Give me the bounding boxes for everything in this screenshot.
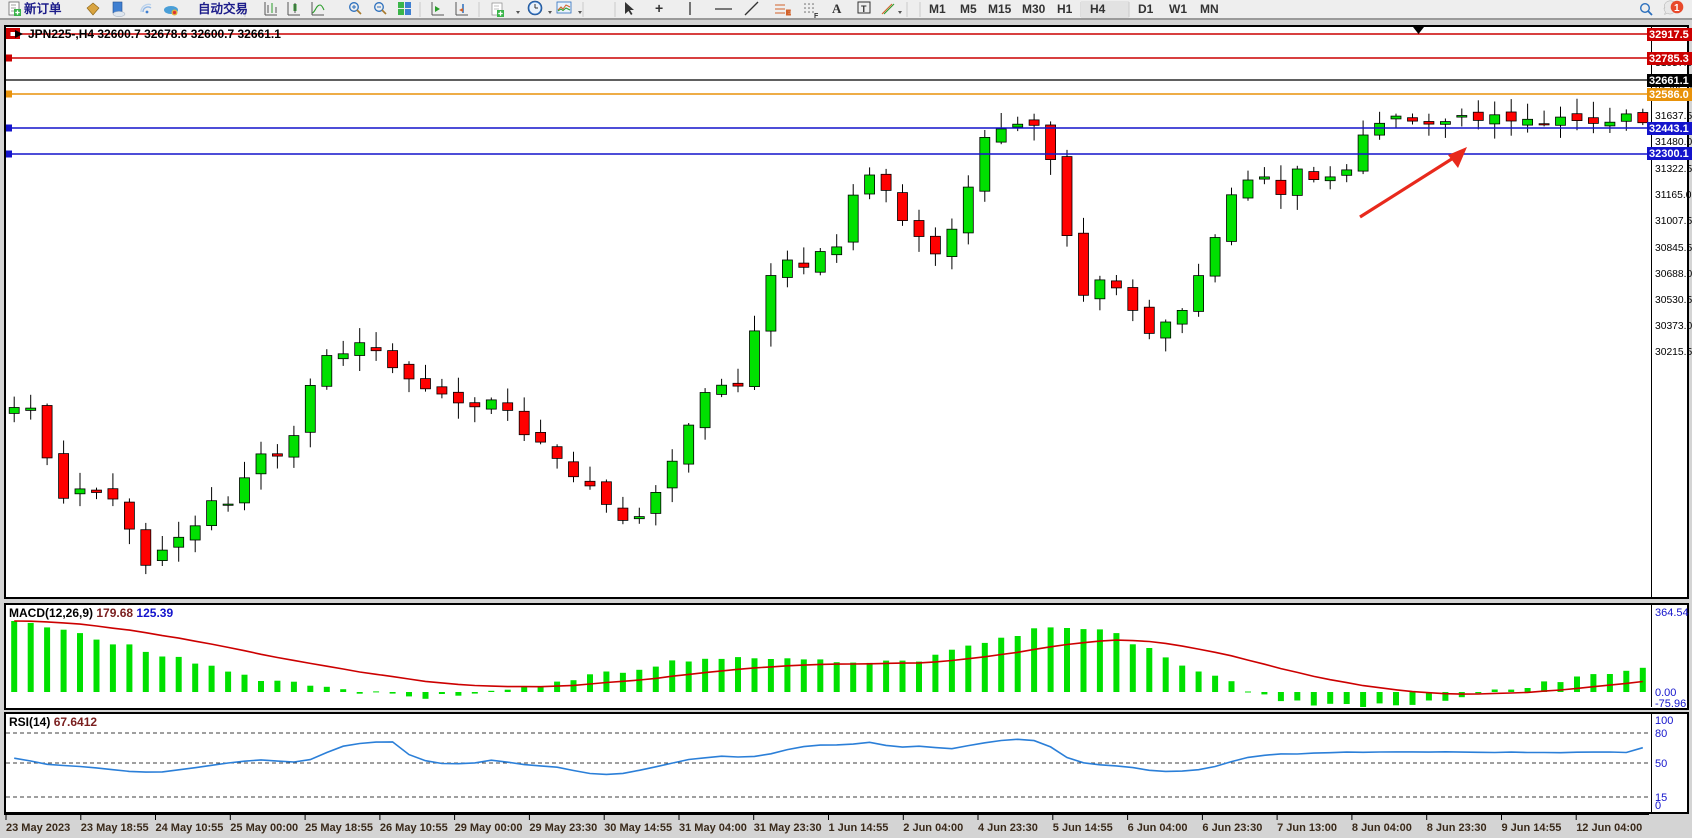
svg-text:H1: H1 (1057, 2, 1073, 16)
svg-text:25 May 18:55: 25 May 18:55 (305, 822, 373, 834)
svg-text:30373.0: 30373.0 (1655, 321, 1692, 332)
svg-text:JPN225-,H4 32600.7 32678.6 32: JPN225-,H4 32600.7 32678.6 32600.7 32661… (28, 27, 281, 41)
svg-text:29 May 23:30: 29 May 23:30 (529, 822, 597, 834)
svg-text:7 Jun 13:00: 7 Jun 13:00 (1277, 822, 1337, 834)
svg-text:1: 1 (1674, 3, 1680, 14)
svg-text:MN: MN (1200, 2, 1219, 16)
svg-text:D1: D1 (1138, 2, 1154, 16)
svg-text:30688.0: 30688.0 (1655, 269, 1692, 280)
svg-text:32586.0: 32586.0 (1649, 89, 1689, 101)
svg-text:+: + (655, 0, 663, 16)
svg-text:32661.1: 32661.1 (1649, 75, 1689, 87)
svg-text:M15: M15 (988, 2, 1012, 16)
svg-text:T: T (861, 4, 867, 14)
svg-text:A: A (832, 1, 842, 16)
svg-text:5 Jun 14:55: 5 Jun 14:55 (1053, 822, 1113, 834)
svg-text:6 Jun 04:00: 6 Jun 04:00 (1128, 822, 1188, 834)
svg-text:M5: M5 (960, 2, 977, 16)
svg-text:自动交易: 自动交易 (198, 1, 248, 16)
svg-text:31 May 23:30: 31 May 23:30 (754, 822, 822, 834)
svg-text:23 May 18:55: 23 May 18:55 (81, 822, 149, 834)
svg-text:2 Jun 04:00: 2 Jun 04:00 (903, 822, 963, 834)
svg-text:12 Jun 04:00: 12 Jun 04:00 (1576, 822, 1642, 834)
svg-text:8 Jun 04:00: 8 Jun 04:00 (1352, 822, 1412, 834)
svg-text:30530.5: 30530.5 (1655, 295, 1692, 306)
svg-text:4 Jun 23:30: 4 Jun 23:30 (978, 822, 1038, 834)
svg-text:M30: M30 (1022, 2, 1046, 16)
svg-text:32917.5: 32917.5 (1649, 29, 1689, 41)
svg-text:H4: H4 (1090, 2, 1106, 16)
svg-text:31322.5: 31322.5 (1655, 164, 1692, 175)
svg-text:30845.5: 30845.5 (1655, 243, 1692, 254)
svg-text:32443.1: 32443.1 (1649, 123, 1689, 135)
svg-text:29 May 00:00: 29 May 00:00 (455, 822, 523, 834)
svg-text:M1: M1 (929, 2, 946, 16)
svg-text:25 May 00:00: 25 May 00:00 (230, 822, 298, 834)
svg-text:30215.5: 30215.5 (1655, 347, 1692, 358)
svg-text:32785.3: 32785.3 (1649, 53, 1689, 65)
svg-text:30 May 14:55: 30 May 14:55 (604, 822, 672, 834)
svg-text:31637.5: 31637.5 (1655, 111, 1692, 122)
svg-text:31165.0: 31165.0 (1655, 190, 1692, 201)
svg-text:31 May 04:00: 31 May 04:00 (679, 822, 747, 834)
svg-text:6 Jun 23:30: 6 Jun 23:30 (1202, 822, 1262, 834)
svg-text:9 Jun 14:55: 9 Jun 14:55 (1502, 822, 1562, 834)
svg-text:8 Jun 23:30: 8 Jun 23:30 (1427, 822, 1487, 834)
svg-text:E: E (786, 10, 791, 17)
svg-text:32300.1: 32300.1 (1649, 148, 1689, 160)
svg-text:23 May 2023: 23 May 2023 (6, 822, 70, 834)
svg-text:31007.5: 31007.5 (1655, 216, 1692, 227)
svg-text:W1: W1 (1169, 2, 1187, 16)
svg-text:24 May 10:55: 24 May 10:55 (156, 822, 224, 834)
svg-text:26 May 10:55: 26 May 10:55 (380, 822, 448, 834)
svg-text:31480.0: 31480.0 (1655, 137, 1692, 148)
svg-text:新订单: 新订单 (24, 1, 62, 16)
svg-text:1 Jun 14:55: 1 Jun 14:55 (829, 822, 889, 834)
